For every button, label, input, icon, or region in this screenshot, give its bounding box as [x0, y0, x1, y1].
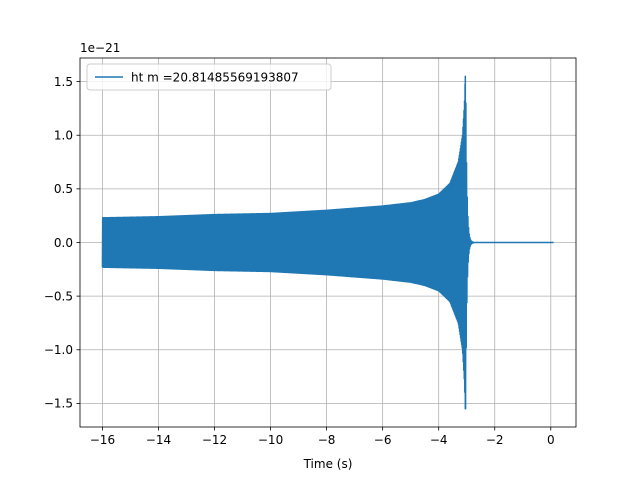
x-tick-label: −4: [430, 433, 448, 447]
x-tick-label: −2: [486, 433, 504, 447]
x-tick-label: −8: [318, 433, 336, 447]
y-axis-offset-text: 1e−21: [80, 41, 120, 55]
y-tick-label: −0.5: [44, 289, 73, 303]
series-line-ht: [101, 75, 554, 410]
y-tick-label: 0.5: [54, 182, 73, 196]
legend-label: ht m =20.81485569193807: [131, 71, 299, 85]
x-tick-label: 0: [547, 433, 555, 447]
x-axis-label: Time (s): [303, 457, 353, 471]
x-tick-label: −16: [90, 433, 115, 447]
x-tick-label: −10: [258, 433, 283, 447]
legend: ht m =20.81485569193807: [86, 63, 332, 91]
x-tick-label: −14: [146, 433, 171, 447]
y-tick-label: 1.5: [54, 75, 73, 89]
legend-box: [86, 63, 332, 91]
y-tick-label: −1.0: [44, 343, 73, 357]
x-tick-label: −12: [202, 433, 227, 447]
x-tick-label: −6: [374, 433, 392, 447]
y-axis-ticks: −1.5 −1.0 −0.5 0.0 0.5 1.0 1.5: [44, 75, 80, 411]
series-ht: [101, 75, 554, 410]
y-tick-label: 1.0: [54, 129, 73, 143]
x-axis-ticks: −16 −14 −12 −10 −8 −6 −4 −2 0: [90, 427, 555, 447]
y-tick-label: 0.0: [54, 236, 73, 250]
y-tick-label: −1.5: [44, 397, 73, 411]
